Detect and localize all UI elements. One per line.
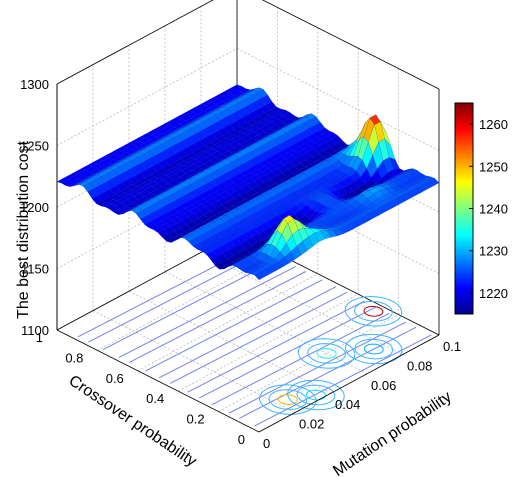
contour-ring [260, 385, 317, 415]
contour-line [239, 327, 416, 418]
x-tick-label: 0.1 [443, 339, 461, 354]
colorbar-tick-label: 1240 [479, 202, 508, 217]
x-tick-label: 0.04 [335, 397, 360, 412]
grid-line [93, 311, 295, 413]
contour-line [146, 280, 323, 371]
y-axis-title: Crossover probability [65, 372, 199, 470]
colorbar-tick-label: 1260 [479, 117, 508, 132]
x-tick-label: 0.08 [407, 358, 432, 373]
z-axis-title: The best distribution cost [15, 141, 32, 319]
grid-line [138, 274, 318, 371]
x-tick-label: 0.02 [299, 417, 324, 432]
contour-ring [355, 301, 393, 321]
y-tick-label: 0.2 [187, 412, 205, 427]
y-tick-label: 0 [238, 432, 245, 447]
colorbar: 1220 1230 1240 1250 1260 [455, 103, 508, 314]
contour-line [199, 307, 376, 398]
contour-line [188, 301, 365, 392]
contour-line [129, 271, 306, 362]
frame-edge [237, 0, 439, 89]
frame-edge [57, 0, 237, 84]
y-tick-label: 0.4 [146, 391, 164, 406]
y-tick-label: 1 [36, 330, 43, 345]
grid-line [57, 0, 237, 84]
x-tick-label: 0 [263, 436, 270, 451]
surface-mesh [57, 85, 439, 280]
y-tick-label: 0.8 [65, 350, 83, 365]
x-tick-label: 0.06 [371, 378, 396, 393]
contour-line [119, 266, 296, 357]
z-tick-label: 1300 [20, 77, 49, 92]
colorbar-tick-label: 1230 [479, 244, 508, 259]
colorbar-tick-label: 1220 [479, 286, 508, 301]
grid-line [178, 294, 358, 391]
y-tick-label: 0.6 [106, 371, 124, 386]
colorbar-tick-label: 1250 [479, 159, 508, 174]
grid-line [237, 0, 439, 89]
